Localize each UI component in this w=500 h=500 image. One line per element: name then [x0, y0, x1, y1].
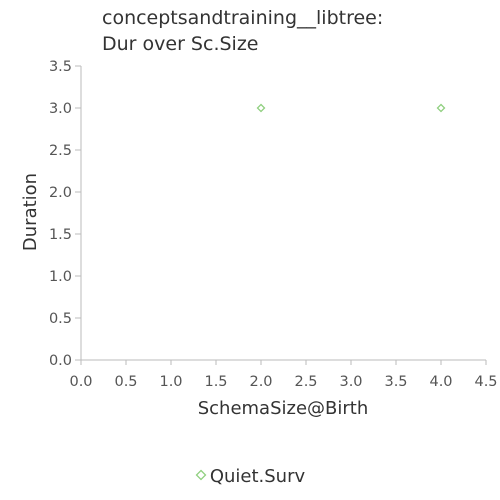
y-tick-label: 2.5: [49, 143, 72, 159]
x-tick-label: 3.5: [384, 374, 407, 390]
x-tick-label: 4.0: [429, 374, 452, 390]
y-tick-label: 3.0: [49, 101, 72, 117]
legend: Quiet.Surv: [0, 465, 500, 489]
chart-title-line-2: Dur over Sc.Size: [102, 33, 259, 55]
x-tick-label: 0.5: [114, 374, 137, 390]
y-tick-label: 1.0: [49, 269, 72, 285]
x-tick-label: 3.0: [339, 374, 362, 390]
x-tick-label: 1.5: [204, 374, 227, 390]
legend-label: Quiet.Surv: [209, 466, 306, 487]
y-axis-title: Duration: [20, 173, 41, 251]
x-axis-ticks: 0.0 0.5 1.0 1.5 2.0 2.5 3.0 3.5 4.0 4.5: [69, 360, 498, 390]
data-points: [256, 103, 446, 113]
x-axis-title: SchemaSize@Birth: [198, 398, 369, 419]
y-tick-label: 1.5: [49, 227, 72, 243]
y-tick-label: 0.0: [49, 353, 72, 369]
y-tick-label: 3.5: [49, 59, 72, 75]
x-tick-label: 2.0: [249, 374, 272, 390]
y-axis-ticks: 0.0 0.5 1.0 1.5 2.0 2.5 3.0 3.5: [49, 59, 81, 369]
x-tick-label: 1.0: [159, 374, 182, 390]
data-point: [436, 103, 446, 113]
x-tick-label: 2.5: [294, 374, 317, 390]
x-tick-label: 4.5: [474, 374, 497, 390]
x-tick-label: 0.0: [69, 374, 92, 390]
y-tick-label: 2.0: [49, 185, 72, 201]
data-point: [256, 103, 266, 113]
y-tick-label: 0.5: [49, 311, 72, 327]
legend-marker-diamond-icon: [195, 469, 207, 481]
chart-title-line-1: conceptsandtraining__libtree:: [102, 7, 384, 29]
